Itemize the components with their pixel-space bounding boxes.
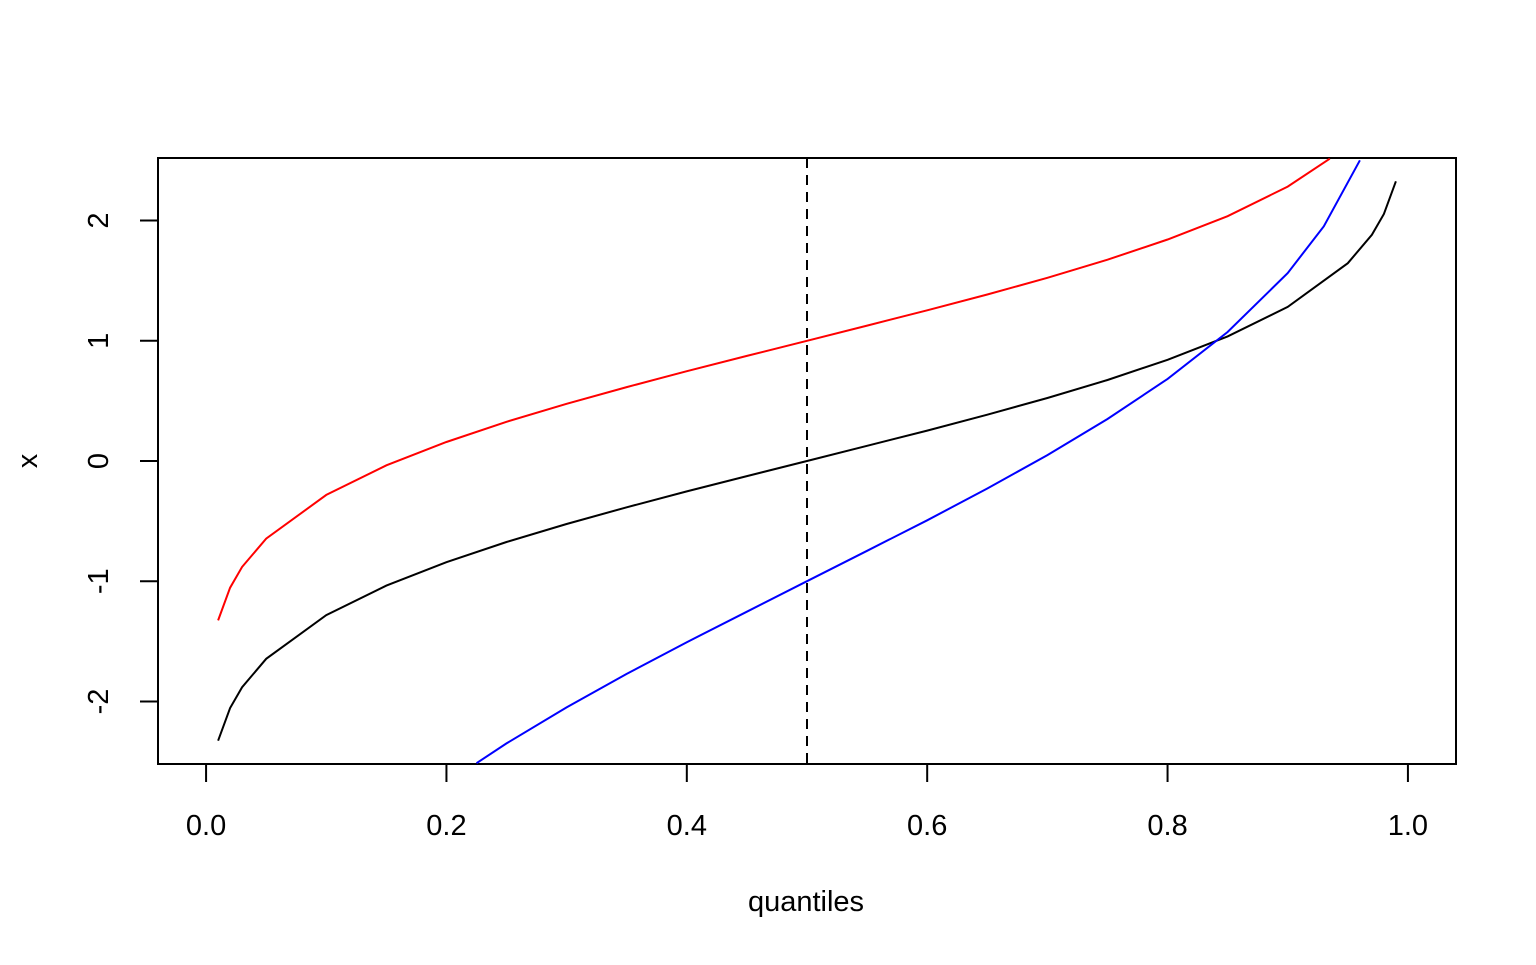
y-tick-label: -1 [83,568,115,594]
x-axis-label: quantiles [748,886,864,918]
x-tick-label: 1.0 [1388,810,1428,842]
x-tick-label: 0.4 [667,810,707,842]
y-tick-label: 0 [83,453,115,469]
series-line-black [217,180,1397,742]
x-tick-label: 0.8 [1147,810,1187,842]
x-tick-label: 0.0 [186,810,226,842]
y-axis-label: x [12,453,44,468]
x-tick-label: 0.6 [907,810,947,842]
y-tick-label: -2 [83,689,115,715]
y-tick-label: 1 [83,333,115,349]
x-axis: 0.0 0.2 0.4 0.6 0.8 1.0 [186,763,1428,842]
y-tick-label: 2 [83,212,115,228]
series-line-blue [475,159,1361,764]
y-axis: -2 -1 0 1 2 [83,212,159,715]
x-tick-label: 0.2 [426,810,466,842]
series-layer [217,158,1397,764]
series-line-red [217,158,1331,621]
